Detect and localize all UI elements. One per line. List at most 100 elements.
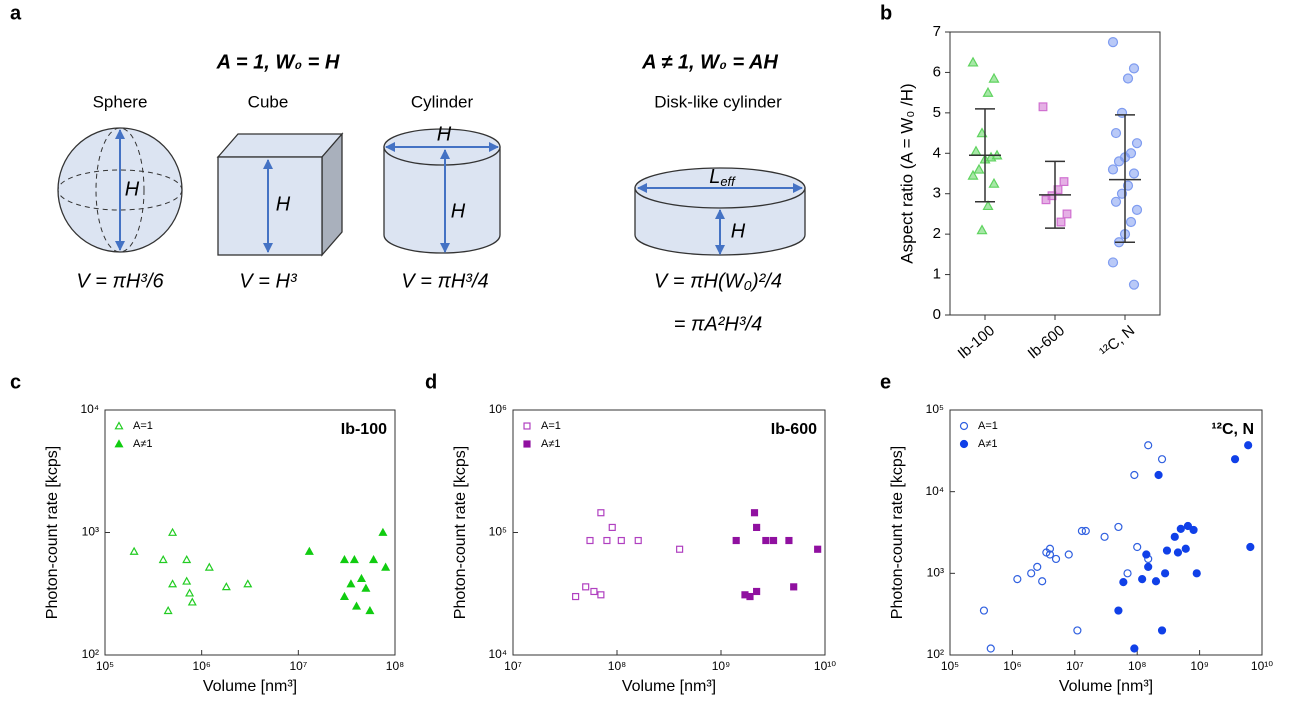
marker	[1244, 441, 1253, 450]
marker	[1130, 644, 1139, 653]
marker	[1041, 195, 1051, 205]
x-tick-label: 10⁷	[504, 659, 522, 673]
plot-frame	[949, 409, 1263, 656]
length-main: L	[709, 166, 720, 188]
marker	[1183, 521, 1193, 531]
marker	[1077, 526, 1087, 536]
marker	[1027, 569, 1036, 578]
marker	[158, 554, 168, 564]
marker	[1192, 569, 1201, 578]
marker	[1107, 37, 1119, 48]
marker	[676, 545, 684, 553]
marker	[356, 573, 366, 583]
marker	[1125, 216, 1137, 228]
marker	[1114, 522, 1123, 532]
panel-label: d	[425, 371, 437, 393]
x-tick-label: 10⁷	[289, 659, 307, 673]
cube-front	[217, 156, 323, 256]
formula: V = πH(W₀)²/4	[654, 270, 782, 292]
y-tick-label: 2	[933, 225, 941, 242]
y-tick-label: 4	[933, 144, 941, 161]
marker	[1062, 209, 1072, 219]
marker	[634, 536, 642, 545]
chart: 0 1 2 3 4 5 6 7 Aspect ratio (A = W₀ /H) Ib-100 Ib…	[897, 23, 1161, 362]
y-tick-label: 10⁴	[488, 647, 507, 661]
legend-marker	[114, 421, 124, 430]
x-tick-label: Ib-600	[1025, 322, 1069, 362]
corner-title: ¹²C, N	[1211, 421, 1254, 438]
marker	[1154, 470, 1163, 480]
x-tick-label: 10⁸	[608, 659, 626, 673]
marker	[988, 72, 1000, 83]
marker	[1181, 544, 1190, 553]
marker	[1162, 546, 1172, 555]
marker	[1128, 279, 1140, 290]
x-tick-label: 10⁶	[193, 659, 211, 673]
marker	[1128, 63, 1140, 74]
marker	[1133, 542, 1142, 552]
marker	[1131, 138, 1143, 149]
marker	[1045, 550, 1055, 559]
marker	[1122, 73, 1134, 84]
marker	[221, 582, 231, 591]
legend-marker	[959, 421, 969, 431]
marker	[187, 597, 197, 606]
marker	[1189, 525, 1198, 535]
x-tick-label: 10⁹	[712, 659, 731, 673]
heading: A ≠ 1, W₀ = AH	[641, 51, 778, 73]
marker	[1073, 626, 1082, 635]
marker	[597, 591, 605, 599]
marker	[1059, 177, 1069, 187]
formula: V = H³	[239, 270, 298, 292]
marker	[1119, 578, 1128, 587]
y-tick-label: 10³	[82, 525, 99, 539]
x-tick-label: 10¹⁰	[1251, 659, 1273, 673]
shape-name: Cube	[248, 92, 289, 111]
marker	[753, 587, 761, 596]
marker	[163, 605, 173, 615]
marker	[603, 536, 611, 545]
marker	[753, 523, 761, 532]
shape-name: Cylinder	[411, 92, 474, 111]
marker	[1246, 542, 1255, 552]
marker	[1056, 217, 1066, 227]
marker	[304, 546, 314, 555]
y-tick-label: 3	[933, 185, 941, 202]
marker	[1173, 548, 1183, 557]
marker	[1110, 196, 1122, 207]
y-axis-label: Photon-count rate [kcps]	[44, 446, 61, 619]
x-tick-label: 10⁹	[1190, 659, 1209, 673]
dim-label: H	[276, 193, 291, 215]
chart: 10⁷ 10⁸ 10⁹ 10¹⁰ 10⁴ 10⁵ 10⁶ Volume [nm³] Photon…	[452, 402, 836, 695]
y-tick-label: 10⁶	[489, 402, 507, 416]
marker	[168, 579, 178, 588]
marker	[1045, 544, 1055, 553]
marker	[590, 587, 598, 596]
x-axis-label: Volume [nm³]	[622, 678, 716, 695]
marker	[973, 163, 985, 174]
x-tick-label: 10⁸	[1128, 659, 1146, 673]
dim-label: H	[731, 220, 746, 242]
marker	[572, 592, 580, 601]
marker	[339, 591, 349, 600]
legend-label: A≠1	[978, 438, 998, 450]
y-tick-label: 10²	[82, 647, 99, 661]
marker	[979, 606, 989, 615]
dim-label: H	[125, 178, 140, 200]
marker	[967, 56, 979, 67]
y-tick-label: 10⁵	[926, 402, 944, 416]
legend-label: A=1	[541, 420, 561, 432]
marker	[1144, 441, 1153, 450]
marker	[1113, 156, 1125, 167]
marker	[346, 579, 356, 588]
marker	[1038, 102, 1048, 112]
panel-label: e	[880, 371, 891, 393]
marker	[1142, 550, 1151, 559]
marker	[1064, 550, 1073, 559]
y-tick-label: 10⁴	[925, 484, 944, 498]
corner-title: Ib-600	[771, 421, 817, 438]
x-tick-label: 10⁷	[1066, 659, 1084, 673]
marker	[785, 536, 793, 545]
marker	[352, 601, 362, 610]
